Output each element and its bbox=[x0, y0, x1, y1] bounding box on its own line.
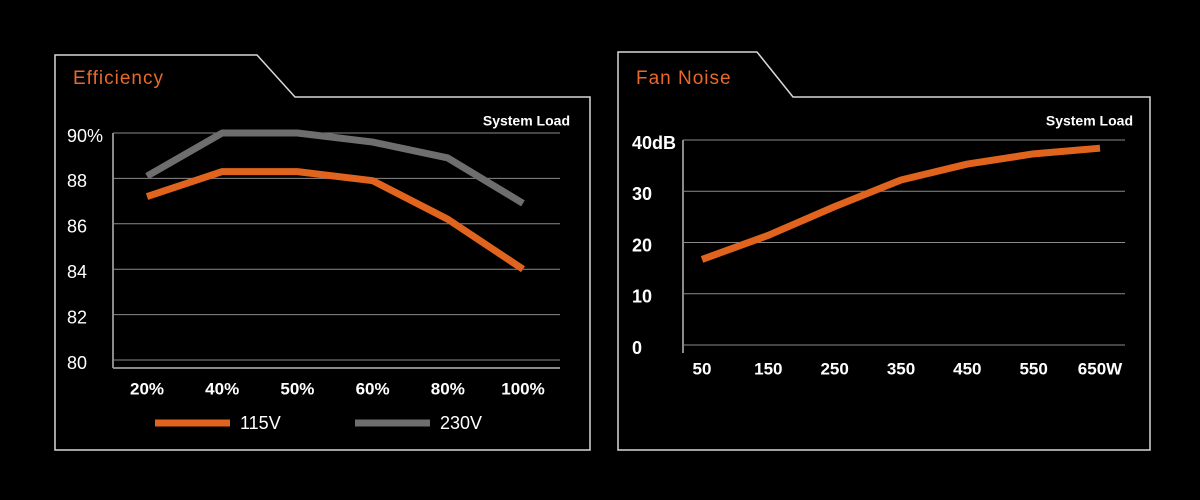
annotation: System Load bbox=[483, 113, 570, 129]
y-tick-label: 20 bbox=[632, 235, 652, 255]
y-tick-label: 80 bbox=[67, 353, 87, 373]
x-tick-label: 250 bbox=[820, 359, 848, 378]
y-tick-label: 84 bbox=[67, 262, 87, 282]
annotation: System Load bbox=[1046, 113, 1133, 129]
chart-title: Fan Noise bbox=[636, 68, 732, 89]
line-series bbox=[700, 144, 1101, 263]
y-tick-label: 10 bbox=[632, 287, 652, 307]
x-tick-label: 650W bbox=[1078, 359, 1123, 378]
x-tick-label: 150 bbox=[754, 359, 782, 378]
legend-label: 115V bbox=[240, 413, 281, 433]
y-tick-label: 86 bbox=[67, 217, 87, 237]
x-tick-label: 100% bbox=[501, 379, 544, 398]
y-tick-label: 88 bbox=[67, 171, 87, 191]
legend-label: 230V bbox=[440, 413, 482, 433]
line-series bbox=[145, 168, 525, 273]
x-tick-label: 40% bbox=[205, 379, 239, 398]
x-tick-label: 350 bbox=[887, 359, 915, 378]
y-tick-label: 30 bbox=[632, 184, 652, 204]
x-tick-label: 50% bbox=[280, 379, 314, 398]
x-tick-label: 550 bbox=[1019, 359, 1047, 378]
x-tick-label: 50 bbox=[693, 359, 712, 378]
panel-frame bbox=[617, 51, 1151, 451]
panel-frame bbox=[54, 54, 591, 451]
x-tick-label: 450 bbox=[953, 359, 981, 378]
x-tick-label: 80% bbox=[431, 379, 465, 398]
y-tick-label: 82 bbox=[67, 307, 87, 327]
chart-title: Efficiency bbox=[73, 68, 164, 89]
y-tick-label: 0 bbox=[632, 338, 642, 358]
x-tick-label: 60% bbox=[356, 379, 390, 398]
line-series bbox=[145, 129, 525, 207]
y-tick-label: 90% bbox=[67, 126, 103, 146]
x-tick-label: 20% bbox=[130, 379, 164, 398]
y-tick-label: 40dB bbox=[632, 133, 676, 153]
